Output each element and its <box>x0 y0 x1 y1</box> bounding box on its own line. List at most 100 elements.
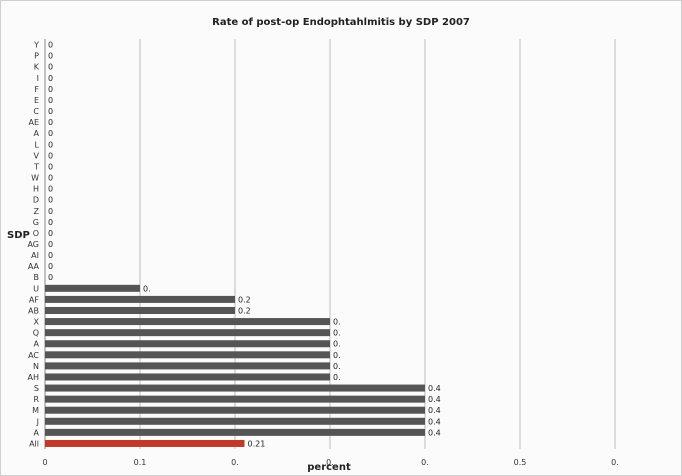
category-label: X <box>34 318 40 327</box>
data-label: 0. <box>333 340 341 349</box>
x-tick-labels: 0 0.1 0. 0. 0. 0.5 0. <box>42 458 618 467</box>
category-label: N <box>33 362 39 371</box>
data-label: 0 <box>48 74 53 83</box>
category-label: AC <box>28 351 39 360</box>
category-label: M <box>32 406 39 415</box>
category-label: H <box>33 185 39 194</box>
bar <box>45 395 425 403</box>
category-label: B <box>34 273 40 282</box>
data-label: 0 <box>48 129 53 138</box>
x-tick-label: 0. <box>231 458 239 467</box>
bar <box>45 373 330 381</box>
category-label: T <box>33 162 39 171</box>
data-label: 0. <box>333 351 341 360</box>
bar <box>45 284 140 292</box>
category-label: K <box>34 63 40 72</box>
data-label: 0 <box>48 41 53 50</box>
bar <box>45 406 425 414</box>
category-label: F <box>34 85 39 94</box>
data-label: 0.4 <box>428 395 441 404</box>
y-axis-title: SDP <box>7 230 30 241</box>
data-label: 0. <box>333 362 341 371</box>
data-label: 0.21 <box>248 439 266 448</box>
bar <box>45 318 330 326</box>
bar <box>45 351 330 359</box>
category-label: A <box>34 340 40 349</box>
x-tick-label: 0 <box>42 458 47 467</box>
category-label: AG <box>27 240 39 249</box>
category-label: I <box>37 74 39 83</box>
bar <box>45 295 235 303</box>
bar <box>45 306 235 314</box>
x-axis-title: percent <box>307 462 351 473</box>
data-label: 0 <box>48 185 53 194</box>
data-label: 0. <box>333 329 341 338</box>
data-label: 0 <box>48 96 53 105</box>
category-label: S <box>34 384 39 393</box>
data-label: 0 <box>48 162 53 171</box>
category-label: A <box>34 428 40 437</box>
x-tick-label: 0.5 <box>514 458 527 467</box>
data-label: 0. <box>333 318 341 327</box>
category-label: R <box>33 395 39 404</box>
bars <box>45 284 425 447</box>
bar <box>45 428 425 436</box>
bar <box>45 329 330 337</box>
data-label: 0 <box>48 240 53 249</box>
bar <box>45 417 425 425</box>
x-tick-label: 0. <box>326 458 334 467</box>
data-label: 0 <box>48 140 53 149</box>
bar <box>45 439 245 447</box>
category-label: P <box>34 52 39 61</box>
bar <box>45 340 330 348</box>
chart-title: Rate of post-op Endophtahlmitis by SDP 2… <box>212 17 470 28</box>
category-label: All <box>29 439 39 448</box>
category-label: AH <box>28 373 40 382</box>
category-label: U <box>33 284 39 293</box>
data-label: 0.4 <box>428 384 441 393</box>
category-label: AF <box>29 295 39 304</box>
category-label: O <box>33 229 39 238</box>
data-labels: 0 0 0 0 0 0 0 0 0 0 0 0 0 0 0 0 0 0 0 0 0 0 0. 0.2 0.2 0. 0. 0. 0. 0.… <box>48 41 441 449</box>
category-label: Z <box>34 207 40 216</box>
data-label: 0. <box>143 284 151 293</box>
category-label: AA <box>28 262 40 271</box>
category-label: G <box>33 218 39 227</box>
data-label: 0 <box>48 118 53 127</box>
data-label: 0 <box>48 174 53 183</box>
data-label: 0.2 <box>238 295 251 304</box>
data-label: 0 <box>48 262 53 271</box>
category-labels: YPKIFECAEALVTWHDZGOAGAIAABUAFABXQAACNAHS… <box>27 41 39 449</box>
category-label: AB <box>28 306 39 315</box>
data-label: 0 <box>48 196 53 205</box>
x-tick-label: 0. <box>611 458 619 467</box>
category-label: J <box>36 417 39 426</box>
data-label: 0.4 <box>428 417 441 426</box>
data-label: 0.4 <box>428 406 441 415</box>
data-label: 0 <box>48 218 53 227</box>
data-label: 0 <box>48 107 53 116</box>
category-label: AI <box>31 251 39 260</box>
data-label: 0 <box>48 251 53 260</box>
data-label: 0.4 <box>428 428 441 437</box>
category-label: W <box>31 174 39 183</box>
category-label: V <box>34 151 40 160</box>
data-label: 0 <box>48 273 53 282</box>
category-label: E <box>34 96 39 105</box>
data-label: 0 <box>48 229 53 238</box>
x-tick-label: 0.1 <box>134 458 147 467</box>
data-label: 0 <box>48 63 53 72</box>
bar <box>45 384 425 392</box>
category-label: Q <box>33 329 39 338</box>
category-label: A <box>34 129 40 138</box>
category-label: D <box>33 196 39 205</box>
data-label: 0 <box>48 207 53 216</box>
data-label: 0 <box>48 85 53 94</box>
x-tick-label: 0. <box>421 458 429 467</box>
data-label: 0 <box>48 151 53 160</box>
category-label: Y <box>33 41 39 50</box>
data-label: 0. <box>333 373 341 382</box>
category-label: L <box>35 140 40 149</box>
